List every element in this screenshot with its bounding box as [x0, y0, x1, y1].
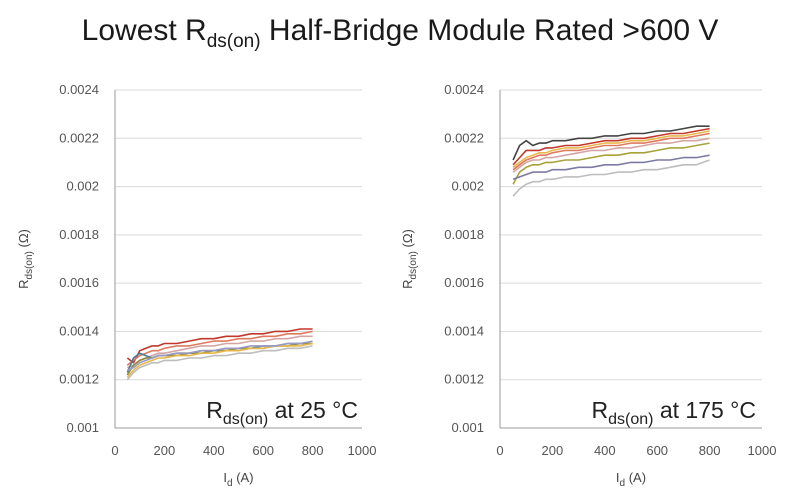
y-tick-label: 0.0014 — [444, 323, 484, 338]
x-tick-label: 0 — [111, 443, 118, 458]
y-tick-label: 0.001 — [451, 420, 484, 435]
y-axis-label-subscript: ds(on) — [408, 251, 419, 279]
y-tick-label: 0.0022 — [59, 130, 99, 145]
y-tick-label: 0.0016 — [59, 275, 99, 290]
annotation-rest: at 25 °C — [268, 397, 358, 423]
y-axis-label-rest: (Ω) — [400, 229, 415, 251]
annotation-main: R — [206, 397, 223, 423]
annotation-rest: at 175 °C — [653, 397, 756, 423]
x-tick-label: 1000 — [748, 443, 777, 458]
chart-title-rest: Half-Bridge Module Rated >600 V — [260, 14, 719, 47]
series-line-4 — [512, 132, 710, 171]
y-tick-label: 0.001 — [66, 420, 99, 435]
series-line-2 — [512, 127, 710, 166]
chart-annotation: Rds(on) at 175 °C — [591, 397, 756, 428]
chart-annotation: Rds(on) at 25 °C — [206, 397, 358, 428]
x-tick-label: 200 — [542, 443, 564, 458]
x-tick-label: 200 — [154, 443, 176, 458]
x-axis-label-rest: (A) — [233, 470, 254, 485]
y-tick-label: 0.0014 — [59, 323, 99, 338]
y-tick-label: 0.0024 — [444, 82, 484, 97]
y-axis-label-rest: (Ω) — [16, 229, 31, 251]
annotation-main: R — [591, 397, 608, 423]
series-line-6 — [512, 142, 710, 185]
x-axis-label: Id (A) — [223, 470, 253, 489]
y-tick-label: 0.0018 — [59, 227, 99, 242]
y-tick-label: 0.0016 — [444, 275, 484, 290]
x-tick-label: 0 — [496, 443, 503, 458]
annotation-subscript: ds(on) — [223, 411, 268, 428]
x-axis-label-rest: (A) — [625, 470, 646, 485]
x-axis-label-main: I — [223, 470, 227, 485]
x-axis-label-main: I — [616, 470, 620, 485]
y-axis-label: Rds(on) (Ω) — [400, 229, 419, 289]
series-line-3 — [512, 130, 710, 168]
x-tick-label: 400 — [594, 443, 616, 458]
series-line-7 — [512, 154, 710, 181]
y-tick-label: 0.0012 — [444, 372, 484, 387]
x-axis-label: Id (A) — [616, 470, 646, 489]
series-line-7 — [127, 340, 313, 371]
y-tick-label: 0.002 — [451, 179, 484, 194]
series-line-8 — [512, 159, 710, 197]
x-tick-label: 1000 — [348, 443, 377, 458]
x-tick-label: 800 — [699, 443, 721, 458]
chart-title-subscript: ds(on) — [206, 31, 261, 52]
chart-panel-2: 0.001 0.0012 0.0014 0.0016 0.0018 0.002 0.0022… — [400, 82, 776, 489]
x-axis-label-subscript: d — [620, 478, 626, 489]
y-axis-label-subscript: ds(on) — [24, 251, 35, 279]
y-tick-label: 0.0018 — [444, 227, 484, 242]
y-tick-label: 0.0022 — [444, 130, 484, 145]
y-tick-label: 0.0012 — [59, 372, 99, 387]
series-line-4 — [126, 342, 313, 373]
y-axis-label-main: R — [400, 279, 415, 288]
x-axis-label-subscript: d — [227, 478, 233, 489]
series-line-1 — [126, 328, 313, 364]
annotation-subscript: ds(on) — [608, 411, 653, 428]
y-tick-label: 0.0024 — [59, 82, 99, 97]
y-tick-label: 0.002 — [66, 179, 99, 194]
series-line-1 — [512, 125, 710, 161]
x-tick-label: 400 — [203, 443, 225, 458]
series-line-2 — [126, 330, 313, 366]
chart-panel-1: 0.001 0.0012 0.0014 0.0016 0.0018 0.002 0.0022… — [16, 82, 376, 489]
y-axis-label: Rds(on) (Ω) — [16, 229, 35, 289]
x-tick-label: 600 — [252, 443, 274, 458]
chart-title: Lowest Rds(on) Half-Bridge Module Rated … — [0, 14, 800, 52]
y-axis-label-main: R — [16, 279, 31, 288]
series-line-8 — [126, 345, 313, 381]
x-tick-label: 800 — [302, 443, 324, 458]
series-line-5 — [512, 137, 710, 173]
x-tick-label: 600 — [646, 443, 668, 458]
chart-title-main: Lowest R — [81, 14, 207, 47]
